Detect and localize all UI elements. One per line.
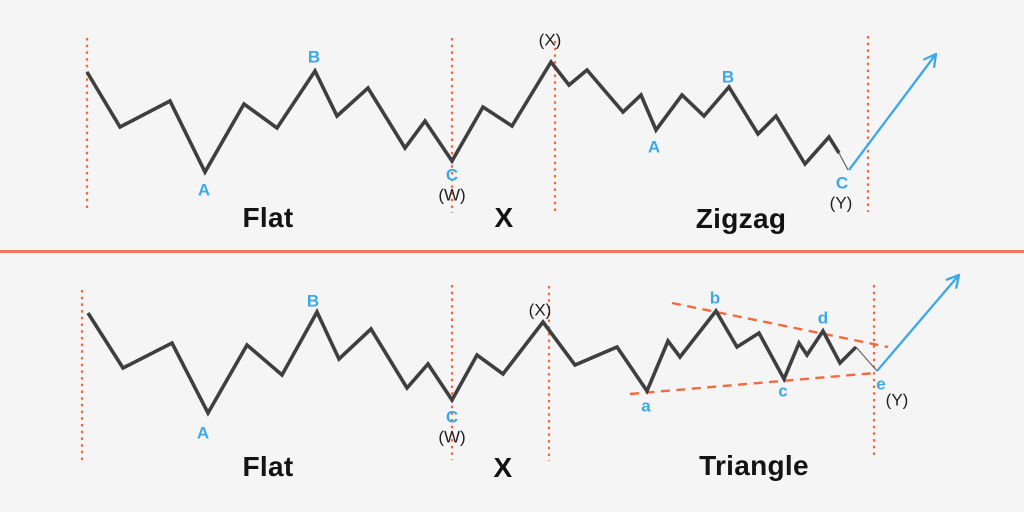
breakout-arrowhead xyxy=(923,52,938,61)
wave-polyline xyxy=(85,58,841,176)
triangle-trendline-dashed xyxy=(629,371,876,396)
breakout-arrow xyxy=(848,53,937,171)
wave-thin-tail xyxy=(855,346,878,372)
wave-polyline xyxy=(86,307,858,417)
triangle-trendline-dashed xyxy=(671,301,889,349)
breakout-arrowhead xyxy=(932,52,938,69)
breakout-arrowhead xyxy=(955,273,961,289)
panel-divider xyxy=(0,250,1024,253)
wave-thin-tail xyxy=(838,152,849,171)
breakout-arrowhead xyxy=(945,273,961,281)
breakout-arrow xyxy=(876,274,960,372)
